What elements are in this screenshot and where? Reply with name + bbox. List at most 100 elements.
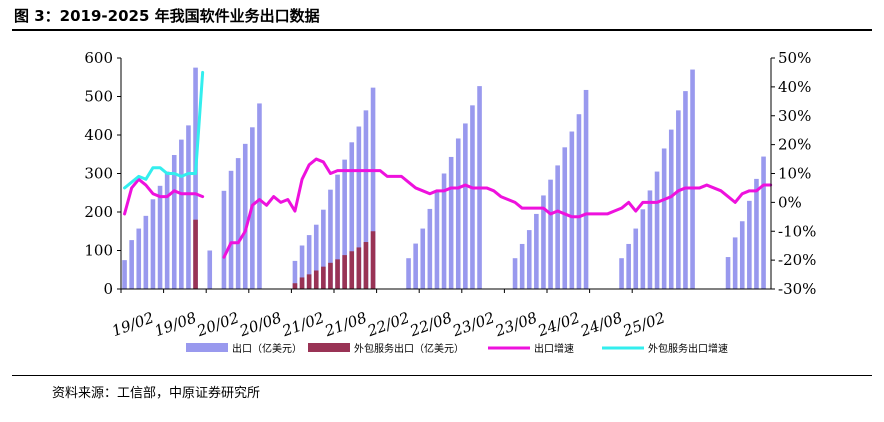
export-bar xyxy=(129,240,134,289)
export-bar xyxy=(739,221,745,289)
x-tick-label: 25/02 xyxy=(620,308,668,340)
export-bar xyxy=(661,148,667,289)
left-tick-label: 400 xyxy=(84,126,113,144)
export-bar xyxy=(448,156,454,289)
outsourcing-bar xyxy=(370,231,376,289)
export-bar xyxy=(519,243,525,289)
export-bar xyxy=(576,114,582,290)
export-bar xyxy=(562,147,568,289)
legend-label: 出口（亿美元） xyxy=(232,342,302,355)
outsourcing-bar xyxy=(342,255,347,289)
export-bar xyxy=(725,257,731,289)
export-bar xyxy=(555,165,560,289)
x-tick-label: 21/02 xyxy=(279,308,327,340)
export-bar xyxy=(470,105,475,289)
export-bar xyxy=(434,190,440,289)
export-bar xyxy=(136,228,142,289)
x-tick-label: 22/02 xyxy=(364,308,412,340)
export-bar xyxy=(228,170,234,289)
export-bar xyxy=(640,209,646,289)
export-bar xyxy=(534,213,539,289)
right-tick-label: -30% xyxy=(778,280,816,298)
outsourcing-bar xyxy=(299,277,305,289)
right-tick-label: 30% xyxy=(778,107,811,125)
export-bar xyxy=(427,208,433,289)
right-tick-label: 10% xyxy=(778,165,811,183)
right-tick-label: 20% xyxy=(778,136,811,154)
export-bar xyxy=(654,171,660,289)
right-tick-label: -10% xyxy=(778,222,816,240)
export-growth-line xyxy=(222,157,773,259)
x-tick-label: 19/02 xyxy=(109,308,156,340)
export-bar xyxy=(321,209,326,289)
export-bar xyxy=(406,258,411,289)
export-bar xyxy=(548,179,553,289)
export-bar xyxy=(541,195,546,289)
export-bar xyxy=(761,156,766,289)
export-bar xyxy=(732,237,738,289)
chart-title: 图 3：2019-2025 年我国软件业务出口数据 xyxy=(14,7,320,25)
left-tick-label: 100 xyxy=(84,242,113,260)
outsourcing-bar xyxy=(193,219,198,289)
export-bar xyxy=(363,110,369,289)
bar-layer xyxy=(122,67,766,290)
outsourcing-bar xyxy=(313,270,319,289)
export-bar xyxy=(171,155,177,289)
export-bar xyxy=(328,189,333,289)
right-tick-label: -20% xyxy=(778,251,816,269)
export-bar xyxy=(313,224,319,289)
export-bar xyxy=(370,87,376,289)
right-tick-label: 0% xyxy=(778,193,802,211)
export-bar xyxy=(292,260,298,289)
x-tick-label: 23/08 xyxy=(492,308,540,340)
export-bar xyxy=(526,230,532,289)
legend-label: 外包服务出口（亿美元） xyxy=(354,342,464,355)
outsourcing-bar xyxy=(292,283,298,289)
outsourcing-bar xyxy=(321,266,326,289)
export-bar xyxy=(690,69,695,289)
outsourcing-bar xyxy=(356,247,362,289)
export-bar xyxy=(207,250,213,289)
export-bar xyxy=(619,258,624,289)
export-bar xyxy=(150,199,156,289)
outsourcing-bar xyxy=(306,274,312,289)
export-bar xyxy=(676,110,681,289)
export-bar xyxy=(413,243,418,289)
export-bar xyxy=(186,125,191,290)
legend: 出口（亿美元） 外包服务出口（亿美元） 出口增速 外包服务出口增速 xyxy=(186,342,728,355)
export-bar xyxy=(754,178,759,289)
chart: 0 100 200 300 400 500 600 -30% -20% -10% 0% 10% 20% 3… xyxy=(84,49,816,355)
line-layer xyxy=(123,70,773,259)
outsourcing-growth-line xyxy=(123,70,205,190)
export-bar xyxy=(122,260,127,290)
export-bar xyxy=(193,67,198,290)
left-tick-label: 500 xyxy=(84,88,113,106)
x-tick-label: 24/08 xyxy=(577,308,625,340)
export-bar xyxy=(420,228,426,289)
source-note: 资料来源：工信部，中原证券研究所 xyxy=(52,386,261,401)
export-bar xyxy=(179,139,184,289)
export-bar xyxy=(342,159,347,289)
left-tick-label: 600 xyxy=(84,49,113,67)
export-bar xyxy=(512,258,518,289)
export-bar xyxy=(299,245,305,289)
left-tick-label: 0 xyxy=(103,280,113,298)
outsourcing-bar xyxy=(349,251,355,289)
x-tick-label: 19/08 xyxy=(152,308,199,340)
title-rule xyxy=(12,29,872,31)
export-bar xyxy=(164,171,170,289)
export-bar xyxy=(306,235,312,289)
export-bar xyxy=(242,143,248,289)
right-tick-label: 40% xyxy=(778,78,811,96)
legend-swatch xyxy=(186,343,228,352)
x-tick-label: 21/08 xyxy=(322,308,370,340)
export-bar xyxy=(157,185,163,289)
export-bar xyxy=(349,142,355,289)
export-bar xyxy=(747,200,752,289)
right-tick-label: 50% xyxy=(778,49,811,67)
source-rule xyxy=(12,375,872,376)
x-tick-label: 20/08 xyxy=(236,308,284,340)
export-bar xyxy=(647,190,653,289)
export-growth-line xyxy=(123,177,205,216)
legend-swatch xyxy=(308,343,350,352)
